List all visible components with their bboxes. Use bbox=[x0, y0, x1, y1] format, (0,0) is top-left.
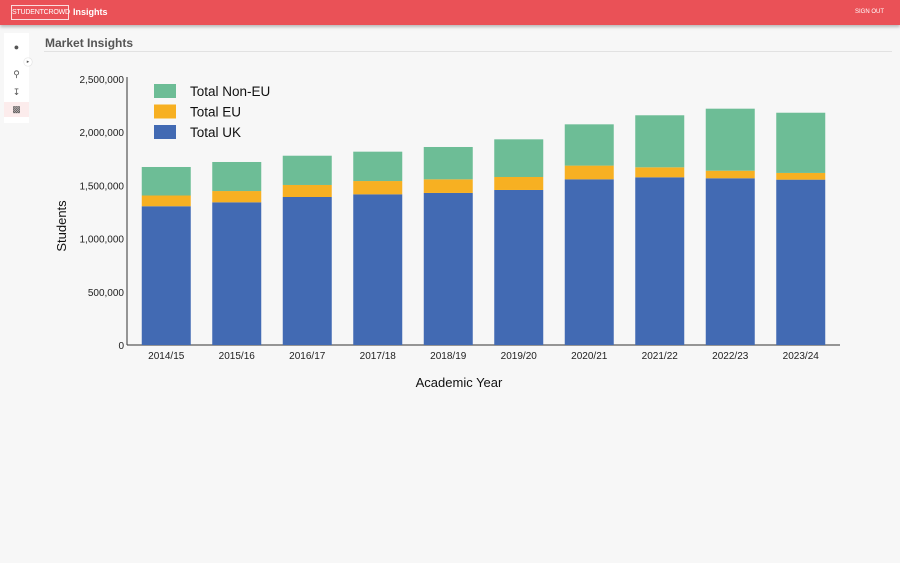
x-tick-label: 2022/23 bbox=[712, 351, 749, 362]
y-tick-label: 0 bbox=[118, 341, 124, 352]
bar-total-uk bbox=[705, 178, 755, 345]
bar-total-uk bbox=[494, 189, 544, 345]
y-tick-label: 500,000 bbox=[88, 288, 125, 299]
x-tick-label: 2023/24 bbox=[783, 351, 820, 362]
x-tick-label: 2021/22 bbox=[642, 351, 679, 362]
bar-total-uk bbox=[141, 206, 191, 345]
x-tick-label: 2016/17 bbox=[289, 351, 326, 362]
bar-total-non-eu bbox=[494, 139, 544, 177]
y-tick-label: 2,000,000 bbox=[80, 128, 125, 139]
bar-total-non-eu bbox=[212, 161, 262, 192]
sidebar-expand-toggle[interactable]: ▸ bbox=[24, 58, 32, 66]
x-tick-label: 2018/19 bbox=[430, 351, 467, 362]
bar-total-eu bbox=[141, 195, 191, 207]
bar-total-non-eu bbox=[564, 124, 614, 166]
bar-total-eu bbox=[705, 170, 755, 179]
bar-total-eu bbox=[564, 165, 614, 180]
bar-chart-icon[interactable]: ▩ bbox=[4, 102, 29, 117]
bar-total-non-eu bbox=[776, 112, 826, 173]
x-tick-label: 2020/21 bbox=[571, 351, 608, 362]
bar-total-eu bbox=[282, 184, 332, 197]
x-tick-label: 2019/20 bbox=[501, 351, 538, 362]
bar-total-non-eu bbox=[423, 146, 473, 180]
y-tick-label: 2,500,000 bbox=[80, 75, 125, 86]
legend-label: Total EU bbox=[190, 105, 241, 120]
search-analytics-icon[interactable]: ⚲ bbox=[13, 69, 20, 79]
sign-out-button[interactable]: SIGN OUT bbox=[854, 9, 884, 15]
x-axis-title: Academic Year bbox=[416, 375, 503, 390]
y-axis-title: Students bbox=[54, 200, 69, 252]
sidebar: ● ⚲ ↧ ▩ bbox=[4, 33, 29, 123]
legend-swatch bbox=[154, 84, 176, 98]
bar-total-eu bbox=[212, 191, 262, 203]
x-tick-label: 2014/15 bbox=[148, 351, 185, 362]
legend-swatch bbox=[154, 104, 176, 119]
top-bar: STUDENTCROWD Insights SIGN OUT bbox=[0, 0, 900, 25]
bar-total-eu bbox=[776, 172, 826, 180]
x-tick-label: 2017/18 bbox=[360, 351, 397, 362]
legend-swatch bbox=[154, 125, 176, 139]
bar-total-uk bbox=[282, 196, 332, 345]
bar-total-eu bbox=[635, 167, 685, 178]
user-icon[interactable]: ● bbox=[13, 41, 20, 52]
title-divider bbox=[44, 51, 892, 52]
bar-total-uk bbox=[564, 179, 614, 345]
bar-total-uk bbox=[635, 177, 685, 345]
bar-total-uk bbox=[212, 202, 262, 345]
bar-total-eu bbox=[494, 176, 544, 190]
bar-total-non-eu bbox=[282, 155, 332, 185]
bar-total-non-eu bbox=[635, 115, 685, 168]
bar-total-eu bbox=[353, 181, 403, 195]
download-icon[interactable]: ↧ bbox=[12, 87, 21, 97]
bar-total-uk bbox=[776, 179, 826, 345]
legend-label: Total UK bbox=[190, 125, 241, 140]
app-title: Insights bbox=[73, 7, 108, 17]
x-tick-label: 2015/16 bbox=[219, 351, 256, 362]
bar-total-non-eu bbox=[705, 108, 755, 171]
bar-total-uk bbox=[423, 192, 473, 345]
bar-total-uk bbox=[353, 194, 403, 345]
y-tick-label: 1,500,000 bbox=[80, 181, 125, 192]
y-tick-label: 1,000,000 bbox=[80, 235, 125, 246]
page-title: Market Insights bbox=[45, 36, 134, 50]
studentcrowd-logo[interactable]: STUDENTCROWD bbox=[11, 5, 70, 20]
bar-total-non-eu bbox=[141, 166, 191, 196]
bar-total-eu bbox=[423, 179, 473, 193]
legend-label: Total Non-EU bbox=[190, 84, 270, 99]
bar-total-non-eu bbox=[353, 151, 403, 182]
